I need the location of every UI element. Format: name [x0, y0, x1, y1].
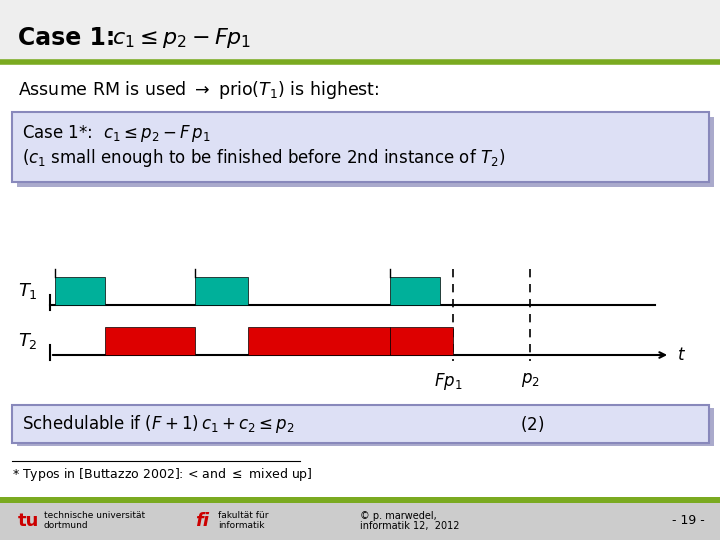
Bar — [0, 497, 720, 503]
Text: $t$: $t$ — [677, 346, 686, 364]
Text: $Fp_1$: $Fp_1$ — [433, 371, 462, 392]
Text: $c_1 \leq p_2 - Fp_1$: $c_1 \leq p_2 - Fp_1$ — [112, 26, 251, 50]
Text: $(2)$: $(2)$ — [520, 414, 544, 434]
Text: * Typos in [Buttazzo 2002]: < and $\leq$ mixed up]: * Typos in [Buttazzo 2002]: < and $\leq$… — [12, 466, 312, 483]
Text: $T_1$: $T_1$ — [18, 281, 38, 301]
Text: informatik: informatik — [218, 522, 264, 530]
Text: Case 1*:  $c_1 \leq p_2 - F\,p_1$: Case 1*: $c_1 \leq p_2 - F\,p_1$ — [22, 123, 210, 144]
Text: fi: fi — [195, 512, 209, 530]
Bar — [17, 408, 714, 446]
Bar — [195, 277, 248, 305]
Bar — [12, 405, 709, 443]
Text: dortmund: dortmund — [44, 522, 89, 530]
Text: ($c_1$ small enough to be finished before 2nd instance of $T_2$): ($c_1$ small enough to be finished befor… — [22, 147, 505, 169]
Text: technische universität: technische universität — [44, 511, 145, 521]
Text: Case 1:: Case 1: — [18, 26, 124, 50]
Text: tu: tu — [18, 512, 40, 530]
Text: Assume RM is used $\rightarrow$ prio$(T_1)$ is highest:: Assume RM is used $\rightarrow$ prio$(T_… — [18, 79, 379, 101]
Bar — [12, 112, 709, 182]
Text: $T_2$: $T_2$ — [18, 331, 37, 351]
Text: - 19 -: - 19 - — [672, 515, 705, 528]
Bar — [248, 327, 390, 355]
Bar — [55, 277, 105, 305]
Bar — [390, 327, 453, 355]
Bar — [17, 117, 714, 187]
Bar — [0, 0, 720, 62]
Bar — [0, 503, 720, 540]
Bar — [390, 277, 440, 305]
Text: Schedulable if $(F +1)\, c_1 + c_2 \leq p_2$: Schedulable if $(F +1)\, c_1 + c_2 \leq … — [22, 413, 294, 435]
Text: informatik 12,  2012: informatik 12, 2012 — [360, 521, 459, 531]
Text: fakultät für: fakultät für — [218, 511, 269, 521]
Bar — [105, 327, 195, 355]
Text: © p. marwedel,: © p. marwedel, — [360, 511, 437, 521]
Text: $p_2$: $p_2$ — [521, 371, 539, 389]
